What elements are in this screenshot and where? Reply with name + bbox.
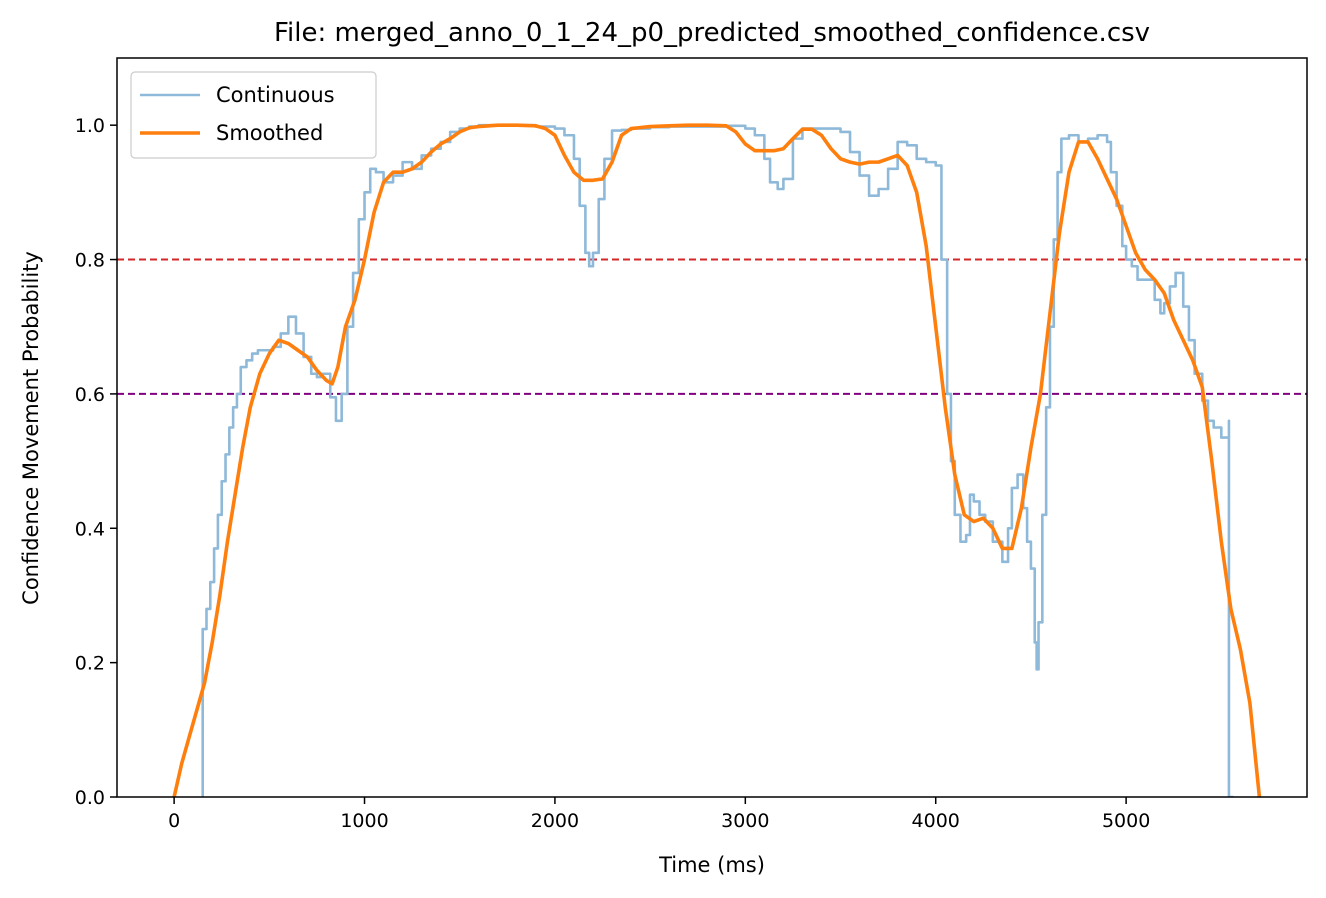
y-tick-label: 1.0 [75,115,105,137]
x-tick-label: 1000 [340,810,388,832]
legend-box [130,71,377,159]
legend: Continuous Smoothed [130,71,377,159]
y-tick-label: 0.8 [75,250,105,272]
y-tick-label: 0.0 [75,787,105,809]
y-axis-label: Confidence Movement Probability [19,251,43,605]
x-axis-label: Time (ms) [658,853,765,877]
legend-label-smoothed: Smoothed [216,121,323,145]
series-line-smoothed [172,123,1262,797]
series-line-continuous [201,123,1235,797]
y-tick-label: 0.2 [75,653,105,675]
y-tick-label: 0.6 [75,384,105,406]
plot-frame [116,57,1308,798]
x-tick-label: 4000 [912,810,960,832]
x-tick-label: 3000 [721,810,769,832]
x-tick-label: 0 [168,810,180,832]
x-tick-label: 2000 [531,810,579,832]
y-tick-label: 0.4 [75,518,105,540]
x-tick-label: 5000 [1102,810,1150,832]
y-axis: 0.0 0.2 0.4 0.6 0.8 1.0 [75,115,117,809]
x-axis: 0 1000 2000 3000 4000 5000 [168,797,1150,832]
legend-label-continuous: Continuous [216,83,335,107]
chart-title: File: merged_anno_0_1_24_p0_predicted_sm… [274,18,1150,48]
